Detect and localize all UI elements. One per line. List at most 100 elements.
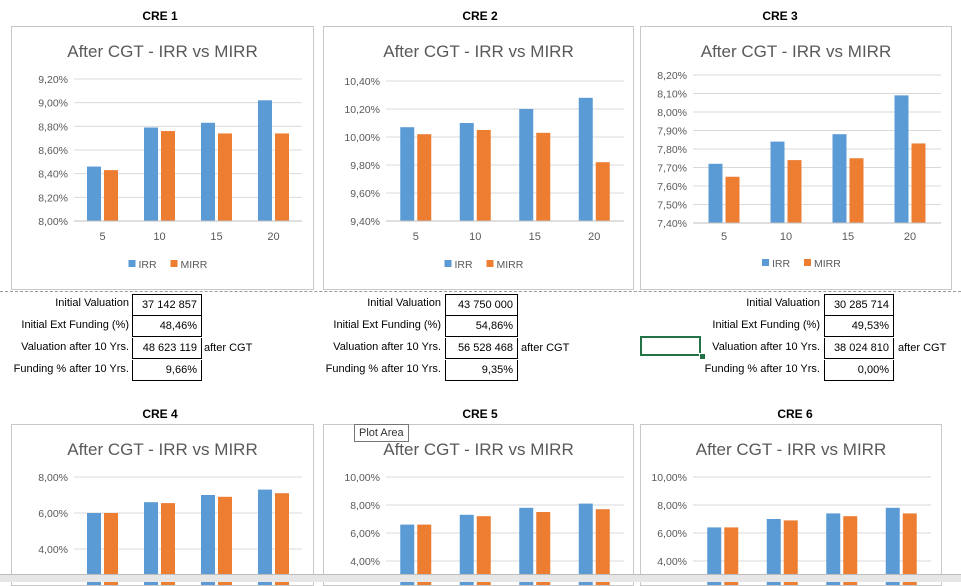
irr-bar[interactable]	[770, 141, 785, 223]
mirr-bar[interactable]	[787, 160, 802, 223]
y-tick-label: 8,20%	[38, 192, 68, 204]
irr-bar[interactable]	[578, 97, 593, 221]
irr-bar[interactable]	[708, 163, 723, 223]
mirr-bar[interactable]	[161, 131, 175, 221]
x-tick-label: 15	[842, 231, 854, 243]
irr-bar[interactable]	[885, 507, 900, 585]
y-tick-label: 6,00%	[657, 528, 687, 540]
cre-5-header: CRE 5	[462, 407, 498, 421]
table-1-value-cell[interactable]: 48,46%	[132, 316, 202, 337]
irr-bar[interactable]	[519, 109, 534, 221]
chart-cre-2[interactable]: After CGT - IRR vs MIRR 9,40% 9,60% 9,80% 10…	[323, 26, 634, 290]
mirr-bar[interactable]	[275, 133, 289, 221]
table-2-value-cell[interactable]: 43 750 000	[445, 294, 518, 316]
chart-cre-4[interactable]: After CGT - IRR vs MIRR 4,00% 6,00% 8,00%	[11, 424, 314, 586]
mirr-bar[interactable]	[724, 527, 739, 585]
mirr-bar[interactable]	[902, 513, 917, 585]
mirr-bar[interactable]	[911, 143, 926, 223]
fill-handle[interactable]	[699, 353, 706, 360]
mirr-bar[interactable]	[595, 162, 610, 221]
irr-bar[interactable]	[201, 495, 215, 585]
mirr-bar[interactable]	[476, 516, 491, 585]
x-tick-label: 20	[904, 231, 916, 243]
mirr-bar[interactable]	[725, 176, 740, 223]
y-tick-label: 9,00%	[38, 98, 68, 110]
irr-bar[interactable]	[578, 503, 593, 585]
irr-bar[interactable]	[144, 127, 158, 221]
table-2-label: Initial Valuation	[367, 297, 441, 309]
table-2-value-cell[interactable]: 56 528 468	[445, 338, 518, 359]
table-2-value-cell[interactable]: 54,86%	[445, 316, 518, 337]
table-1-label: Valuation after 10 Yrs.	[21, 341, 129, 353]
mirr-bar[interactable]	[417, 134, 432, 221]
irr-bar[interactable]	[87, 166, 101, 221]
y-tick-label: 8,00%	[657, 500, 687, 512]
irr-bar[interactable]	[258, 489, 272, 585]
irr-bar[interactable]	[400, 127, 415, 221]
mirr-bar[interactable]	[104, 170, 118, 221]
selected-cell[interactable]	[640, 336, 701, 356]
legend-swatch	[128, 260, 136, 267]
table-3-note: after CGT	[898, 342, 947, 354]
y-tick-label: 8,00%	[38, 472, 68, 484]
irr-bar[interactable]	[826, 513, 841, 585]
legend-swatch	[444, 260, 452, 267]
mirr-bar[interactable]	[161, 503, 175, 585]
table-1-label: Funding % after 10 Yrs.	[13, 363, 129, 375]
y-tick-label: 8,60%	[38, 145, 68, 157]
table-1-value-cell[interactable]: 37 142 857	[132, 294, 202, 316]
mirr-bar[interactable]	[218, 133, 232, 221]
table-2-label: Funding % after 10 Yrs.	[325, 363, 441, 375]
mirr-bar[interactable]	[104, 513, 118, 585]
plot-area-tooltip: Plot Area	[354, 424, 409, 442]
table-2-value-cell[interactable]: 9,35%	[445, 360, 518, 381]
chart-cre-5[interactable]: After CGT - IRR vs MIRR 4,00% 6,00% 8,00% 10…	[323, 424, 634, 586]
y-tick-label: 10,20%	[344, 104, 380, 116]
y-tick-label: 7,90%	[657, 126, 687, 138]
irr-bar[interactable]	[258, 100, 272, 221]
y-tick-label: 6,00%	[350, 528, 380, 540]
table-3-value-cell[interactable]: 49,53%	[824, 316, 894, 337]
y-tick-label: 8,40%	[38, 169, 68, 181]
cre-1-header: CRE 1	[142, 9, 178, 23]
chart-cre-3[interactable]: After CGT - IRR vs MIRR 7,40% 7,50% 7,60% 7,…	[640, 26, 952, 290]
table-1-value-cell[interactable]: 9,66%	[132, 360, 202, 381]
mirr-bar[interactable]	[536, 512, 551, 585]
table-1-value-cell[interactable]: 48 623 119	[132, 338, 202, 359]
mirr-bar[interactable]	[218, 496, 232, 585]
mirr-bar[interactable]	[476, 130, 491, 221]
irr-bar[interactable]	[400, 524, 415, 585]
irr-bar[interactable]	[459, 514, 474, 585]
irr-bar[interactable]	[894, 95, 909, 223]
legend-label: IRR	[772, 258, 791, 270]
x-tick-label: 20	[588, 231, 600, 243]
irr-bar[interactable]	[144, 502, 158, 585]
mirr-bar[interactable]	[536, 132, 551, 221]
mirr-bar[interactable]	[843, 516, 858, 585]
mirr-bar[interactable]	[275, 493, 289, 585]
legend-label: MIRR	[814, 258, 841, 270]
legend-swatch	[486, 260, 494, 267]
mirr-bar[interactable]	[783, 520, 798, 585]
irr-bar[interactable]	[832, 134, 847, 223]
page-break-line	[0, 291, 961, 292]
table-3-value-cell[interactable]: 0,00%	[824, 360, 894, 381]
table-3-value-cell[interactable]: 38 024 810	[824, 338, 894, 359]
table-3-value-cell[interactable]: 30 285 714	[824, 294, 894, 316]
irr-bar[interactable]	[87, 513, 101, 585]
irr-bar[interactable]	[459, 123, 474, 221]
chart-cre-1[interactable]: After CGT - IRR vs MIRR 8,00% 8,20% 8,40% 8,…	[11, 26, 314, 290]
mirr-bar[interactable]	[849, 158, 864, 223]
mirr-bar[interactable]	[595, 509, 610, 585]
chart-cre-6[interactable]: After CGT - IRR vs MIRR 4,00% 6,00% 8,00% 10…	[640, 424, 942, 586]
y-tick-label: 8,20%	[657, 70, 687, 82]
irr-bar[interactable]	[707, 527, 722, 585]
y-tick-label: 4,00%	[350, 556, 380, 568]
x-tick-label: 10	[469, 231, 481, 243]
y-tick-label: 6,00%	[38, 508, 68, 520]
irr-bar[interactable]	[519, 507, 534, 585]
mirr-bar[interactable]	[417, 524, 432, 585]
irr-bar[interactable]	[201, 122, 215, 221]
cre-3-header: CRE 3	[762, 9, 798, 23]
irr-bar[interactable]	[766, 519, 781, 585]
